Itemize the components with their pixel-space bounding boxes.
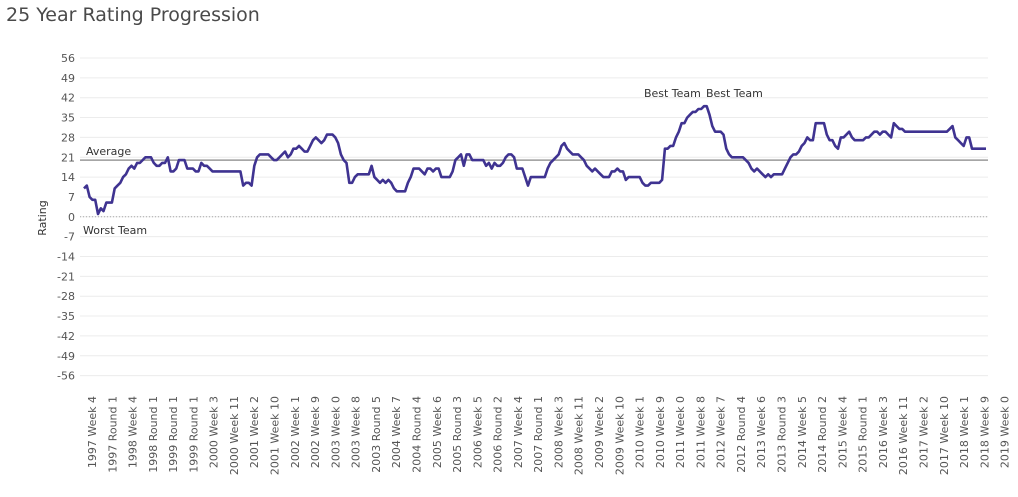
x-tick-label: 2012 Round 4 xyxy=(735,396,748,473)
x-tick-label: 2005 Round 3 xyxy=(451,396,464,473)
y-tick-label: 7 xyxy=(68,191,75,204)
x-tick-label: 1999 Round 1 xyxy=(167,396,180,473)
average-label: Average xyxy=(86,145,131,158)
y-tick-label: 28 xyxy=(61,131,75,144)
chart-title: 25 Year Rating Progression xyxy=(6,4,260,26)
x-tick-label: 2007 Week 4 xyxy=(512,396,525,468)
x-tick-label: 2018 Week 9 xyxy=(978,396,991,468)
x-tick-label: 2000 Week 3 xyxy=(208,396,221,468)
y-tick-label: -7 xyxy=(64,231,75,244)
x-tick-label: 2016 Week 3 xyxy=(877,396,890,468)
x-tick-label: 2008 Week 11 xyxy=(573,396,586,475)
x-tick-label: 2014 Week 5 xyxy=(796,396,809,468)
x-tick-label: 2001 Week 10 xyxy=(269,396,282,475)
x-tick-label: 2005 Week 6 xyxy=(431,396,444,468)
x-tick-label: 2008 Week 3 xyxy=(552,396,565,468)
x-tick-label: 2004 Round 4 xyxy=(410,396,423,473)
x-tick-label: 2009 Week 10 xyxy=(613,396,626,475)
x-tick-label: 2003 Week 8 xyxy=(350,396,363,468)
y-tick-label: -28 xyxy=(57,290,75,303)
x-tick-label: 2017 Week 10 xyxy=(938,396,951,475)
x-tick-label: 2003 Round 5 xyxy=(370,396,383,473)
y-tick-label: -35 xyxy=(57,310,75,323)
x-tick-label: 2015 Round 1 xyxy=(857,396,870,473)
x-tick-label: 2002 Week 1 xyxy=(289,396,302,468)
y-tick-label: -49 xyxy=(57,350,75,363)
x-tick-label: 2006 Week 5 xyxy=(471,396,484,468)
x-tick-label: 1998 Round 1 xyxy=(147,396,160,473)
x-tick-label: 2000 Week 11 xyxy=(228,396,241,475)
x-tick-label: 1997 Round 1 xyxy=(106,396,119,473)
x-tick-label: 2001 Week 2 xyxy=(248,396,261,468)
y-axis-label: Rating xyxy=(36,200,49,235)
y-tick-label: 56 xyxy=(61,52,75,65)
x-tick-label: 2009 Week 2 xyxy=(593,396,606,468)
reference-lines: Average Worst Team xyxy=(80,145,988,237)
y-tick-label: 49 xyxy=(61,72,75,85)
x-tick-label: 2013 Week 6 xyxy=(755,396,768,468)
x-tick-label: 2015 Week 4 xyxy=(836,396,849,468)
x-tick-label: 2016 Week 11 xyxy=(897,396,910,475)
y-tick-label: 14 xyxy=(61,171,75,184)
x-tick-label: 2004 Week 7 xyxy=(390,396,403,468)
x-tick-label: 2010 Week 9 xyxy=(654,396,667,468)
series-layer xyxy=(83,104,986,216)
y-axis-ticks: 56 49 42 35 28 21 14 7 0 -7 -14 -21 -28 -35 -42 -49 -56 xyxy=(57,52,75,383)
x-tick-label: 2006 Round 2 xyxy=(492,396,505,473)
x-axis-ticks: 1997 Week 4 1997 Round 1 1998 Week 4 1998 R… xyxy=(86,396,1012,475)
annotations: Best Team Best Team xyxy=(644,87,763,100)
x-tick-label: 2007 Round 1 xyxy=(532,396,545,473)
x-tick-label: 2003 Week 0 xyxy=(329,396,342,468)
x-tick-label: 2017 Week 2 xyxy=(917,396,930,468)
y-tick-label: -42 xyxy=(57,330,75,343)
y-tick-label: 42 xyxy=(61,92,75,105)
x-tick-label: 2018 Week 1 xyxy=(958,396,971,468)
x-tick-label: 2002 Week 9 xyxy=(309,396,322,468)
worst-team-label: Worst Team xyxy=(83,224,147,237)
x-tick-label: 2013 Round 3 xyxy=(776,396,789,473)
x-tick-label: 1998 Week 4 xyxy=(127,396,140,468)
y-tick-label: 0 xyxy=(68,211,75,224)
y-tick-label: -21 xyxy=(57,270,75,283)
x-tick-label: 2011 Week 0 xyxy=(674,396,687,468)
y-tick-label: -56 xyxy=(57,370,75,383)
y-tick-label: -14 xyxy=(57,251,75,264)
y-tick-label: 35 xyxy=(61,112,75,125)
y-tick-label: 21 xyxy=(61,151,75,164)
rating-series-line xyxy=(83,104,986,216)
x-tick-label: 2014 Round 2 xyxy=(816,396,829,473)
x-tick-label: 2012 Week 7 xyxy=(715,396,728,468)
x-tick-label: 1999 Round 1 xyxy=(187,396,200,473)
x-tick-label: 2010 Week 1 xyxy=(634,396,647,468)
best-team-label: Best Team xyxy=(644,87,701,100)
x-tick-label: 2019 Week 0 xyxy=(999,396,1012,468)
x-tick-label: 1997 Week 4 xyxy=(86,396,99,468)
best-team-label: Best Team xyxy=(706,87,763,100)
x-tick-label: 2011 Week 8 xyxy=(694,396,707,468)
